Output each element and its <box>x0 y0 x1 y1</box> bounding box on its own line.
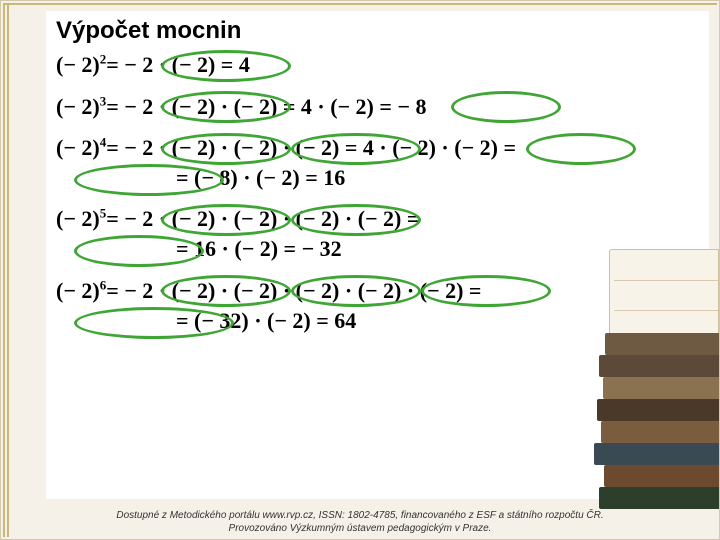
footer-line-2: Provozováno Výzkumným ústavem pedagogick… <box>1 522 719 535</box>
power-lhs: (− 2)4 <box>56 135 106 160</box>
equation-continuation: = (− 8) · (− 2) = 16 <box>56 167 699 189</box>
power-rhs: = − 2 · (− 2) · (− 2) · (− 2) · (− 2) · … <box>106 280 481 302</box>
equation-row: (− 2)3 = − 2 · (− 2) · (− 2) = 4 · (− 2)… <box>56 94 699 117</box>
book-spine <box>597 399 719 421</box>
book-spine <box>599 487 719 509</box>
book-spine <box>604 465 719 487</box>
book-spine <box>603 377 719 399</box>
power-lhs: (− 2)6 <box>56 278 106 303</box>
equation-row: (− 2)2 = − 2 · (− 2) = 4 <box>56 53 699 76</box>
decorative-border-left <box>3 3 9 537</box>
power-lhs: (− 2)3 <box>56 94 106 119</box>
power-lhs: (− 2)2 <box>56 52 106 77</box>
book-spine <box>605 333 719 355</box>
footer-text: Dostupné z Metodického portálu www.rvp.c… <box>1 509 719 535</box>
power-rhs: = − 2 · (− 2) · (− 2) = 4 · (− 2) = − 8 <box>106 96 426 118</box>
decorative-border-top <box>3 3 717 7</box>
open-book-pages <box>609 249 719 344</box>
grouping-ellipse <box>526 133 636 165</box>
book-spine <box>599 355 719 377</box>
power-rhs: = − 2 · (− 2) · (− 2) · (− 2) · (− 2) = <box>106 208 419 230</box>
equation-row: (− 2)5 = − 2 · (− 2) · (− 2) · (− 2) · (… <box>56 207 699 230</box>
equation-row: (− 2)4 = − 2 · (− 2) · (− 2) · (− 2) = 4… <box>56 136 699 159</box>
power-rhs: = − 2 · (− 2) · (− 2) · (− 2) = 4 · (− 2… <box>106 137 516 159</box>
book-spine <box>601 421 719 443</box>
power-lhs: (− 2)5 <box>56 206 106 231</box>
slide-title: Výpočet mocnin <box>46 11 709 53</box>
footer-line-1: Dostupné z Metodického portálu www.rvp.c… <box>1 509 719 522</box>
books-illustration <box>589 249 719 509</box>
book-spine <box>594 443 719 465</box>
power-rhs: = − 2 · (− 2) = 4 <box>106 54 250 76</box>
grouping-ellipse <box>451 91 561 123</box>
